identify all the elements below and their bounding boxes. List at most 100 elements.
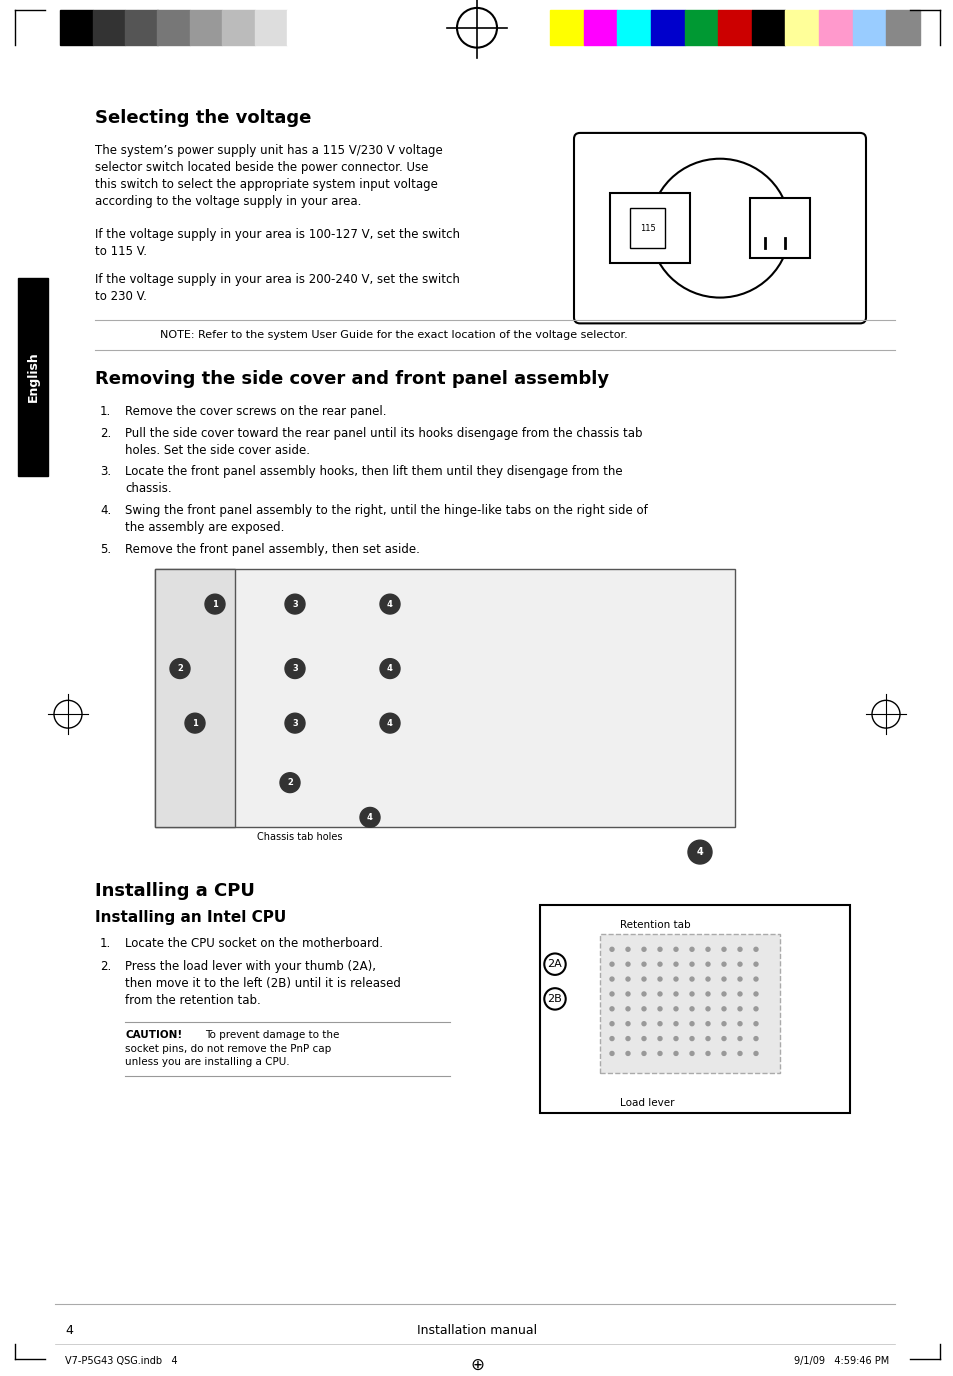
Bar <box>609 194 689 263</box>
Bar <box>718 10 751 44</box>
Text: If the voltage supply in your area is 100-127 V, set the switch
to 115 V.: If the voltage supply in your area is 10… <box>95 228 459 259</box>
Circle shape <box>609 962 614 966</box>
Text: 115: 115 <box>639 224 655 233</box>
Text: 2A: 2A <box>547 959 561 969</box>
Text: Swing the front panel assembly to the right, until the hinge-like tabs on the ri: Swing the front panel assembly to the ri… <box>125 504 647 534</box>
Circle shape <box>721 1007 725 1011</box>
Circle shape <box>689 992 693 996</box>
Circle shape <box>673 1051 678 1055</box>
Circle shape <box>721 1022 725 1025</box>
Bar <box>550 10 583 44</box>
Circle shape <box>185 713 205 733</box>
Circle shape <box>689 977 693 981</box>
Bar <box>254 10 287 44</box>
Circle shape <box>689 1007 693 1011</box>
Text: If the voltage supply in your area is 200-240 V, set the switch
to 230 V.: If the voltage supply in your area is 20… <box>95 272 459 303</box>
Circle shape <box>673 992 678 996</box>
Circle shape <box>689 962 693 966</box>
Circle shape <box>687 841 711 864</box>
Circle shape <box>705 1036 709 1040</box>
Text: 3.: 3. <box>100 465 111 479</box>
Text: Load lever: Load lever <box>619 1098 674 1108</box>
Text: 4: 4 <box>65 1324 72 1337</box>
Bar <box>650 10 684 44</box>
Text: Installation manual: Installation manual <box>416 1324 537 1337</box>
Circle shape <box>738 1022 741 1025</box>
Circle shape <box>641 1051 645 1055</box>
Text: 1.: 1. <box>100 937 112 951</box>
Text: Installing a CPU: Installing a CPU <box>95 882 254 900</box>
Circle shape <box>641 977 645 981</box>
Bar <box>751 10 784 44</box>
Text: 2: 2 <box>177 665 183 673</box>
Bar <box>60 10 92 44</box>
Circle shape <box>673 1036 678 1040</box>
Circle shape <box>658 1036 661 1040</box>
Circle shape <box>658 992 661 996</box>
Text: The system’s power supply unit has a 115 V/230 V voltage
selector switch located: The system’s power supply unit has a 115… <box>95 144 442 208</box>
Text: Chassis tab holes: Chassis tab holes <box>257 832 342 842</box>
Text: 1: 1 <box>212 600 217 608</box>
Circle shape <box>689 1022 693 1025</box>
Text: Remove the front panel assembly, then set aside.: Remove the front panel assembly, then se… <box>125 542 419 556</box>
Circle shape <box>280 773 299 793</box>
Circle shape <box>753 947 758 951</box>
Text: 3: 3 <box>292 718 297 728</box>
Circle shape <box>673 1007 678 1011</box>
Circle shape <box>705 962 709 966</box>
Circle shape <box>625 1007 629 1011</box>
Text: 4.: 4. <box>100 504 112 517</box>
Text: Retention tab: Retention tab <box>619 919 690 930</box>
Circle shape <box>285 713 305 733</box>
Circle shape <box>658 962 661 966</box>
Circle shape <box>170 659 190 678</box>
Text: Press the load lever with your thumb (2A),
then move it to the left (2B) until i: Press the load lever with your thumb (2A… <box>125 960 400 1007</box>
Circle shape <box>689 1036 693 1040</box>
Text: 4: 4 <box>696 848 702 857</box>
Text: English: English <box>27 351 39 402</box>
Circle shape <box>673 962 678 966</box>
Text: 1.: 1. <box>100 405 112 418</box>
Circle shape <box>753 1036 758 1040</box>
Circle shape <box>609 1036 614 1040</box>
Circle shape <box>738 962 741 966</box>
Circle shape <box>625 1051 629 1055</box>
Bar <box>784 10 819 44</box>
Text: socket pins, do not remove the PnP cap: socket pins, do not remove the PnP cap <box>125 1043 331 1054</box>
Circle shape <box>641 1022 645 1025</box>
Text: V7-P5G43 QSG.indb   4: V7-P5G43 QSG.indb 4 <box>65 1355 177 1366</box>
Circle shape <box>625 1036 629 1040</box>
Circle shape <box>738 992 741 996</box>
Bar <box>222 10 254 44</box>
Text: NOTE: Refer to the system User Guide for the exact location of the voltage selec: NOTE: Refer to the system User Guide for… <box>160 330 627 340</box>
Circle shape <box>658 1051 661 1055</box>
Circle shape <box>753 992 758 996</box>
Circle shape <box>705 1051 709 1055</box>
Circle shape <box>721 977 725 981</box>
Bar <box>18 278 48 476</box>
Text: 4: 4 <box>387 718 393 728</box>
Bar <box>599 934 780 1073</box>
Circle shape <box>609 1022 614 1025</box>
Circle shape <box>721 947 725 951</box>
Circle shape <box>753 962 758 966</box>
Circle shape <box>721 962 725 966</box>
Circle shape <box>625 947 629 951</box>
Circle shape <box>689 947 693 951</box>
Bar <box>157 10 190 44</box>
Circle shape <box>705 1022 709 1025</box>
Text: Selecting the voltage: Selecting the voltage <box>95 109 311 127</box>
Circle shape <box>738 947 741 951</box>
Text: 2.: 2. <box>100 960 112 973</box>
Text: 4: 4 <box>387 600 393 608</box>
Circle shape <box>689 1051 693 1055</box>
Circle shape <box>625 1022 629 1025</box>
Circle shape <box>609 992 614 996</box>
Bar <box>749 198 809 257</box>
Circle shape <box>625 992 629 996</box>
Text: 1: 1 <box>192 718 197 728</box>
Circle shape <box>658 1007 661 1011</box>
Circle shape <box>609 1051 614 1055</box>
Circle shape <box>379 713 399 733</box>
Bar <box>852 10 885 44</box>
